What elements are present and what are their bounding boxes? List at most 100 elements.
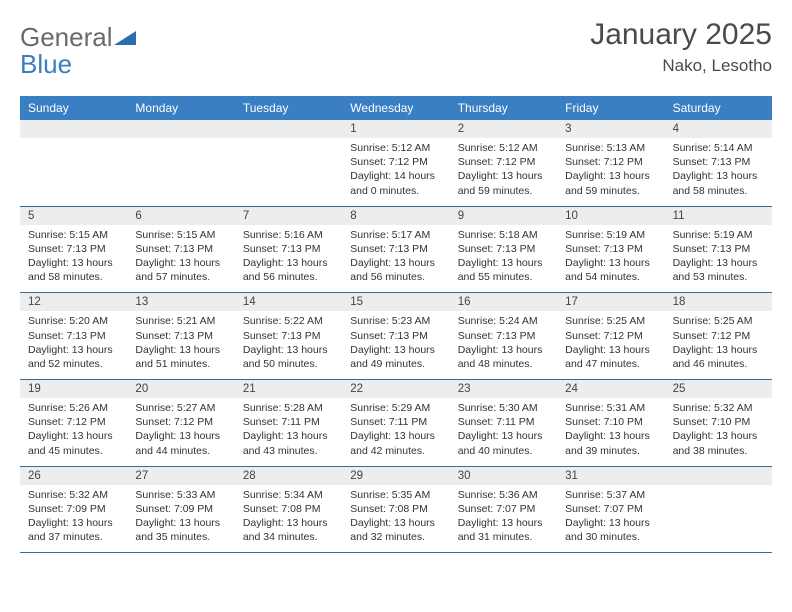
daylight-line: Daylight: 13 hours and 52 minutes. [28, 343, 119, 371]
title-block: January 2025 Nako, Lesotho [590, 18, 772, 76]
day-body: Sunrise: 5:32 AMSunset: 7:10 PMDaylight:… [665, 398, 772, 466]
day-cell: 4Sunrise: 5:14 AMSunset: 7:13 PMDaylight… [665, 120, 772, 206]
logo-word-blue: Blue [20, 49, 72, 79]
sunset-line: Sunset: 7:13 PM [673, 242, 764, 256]
sunset-line: Sunset: 7:07 PM [458, 502, 549, 516]
day-body [20, 138, 127, 196]
sunset-line: Sunset: 7:13 PM [135, 329, 226, 343]
daylight-line: Daylight: 13 hours and 58 minutes. [28, 256, 119, 284]
daylight-line: Daylight: 13 hours and 38 minutes. [673, 429, 764, 457]
weekday-wednesday: Wednesday [342, 96, 449, 120]
sunrise-line: Sunrise: 5:26 AM [28, 401, 119, 415]
day-body: Sunrise: 5:16 AMSunset: 7:13 PMDaylight:… [235, 225, 342, 293]
day-body: Sunrise: 5:21 AMSunset: 7:13 PMDaylight:… [127, 311, 234, 379]
daylight-line: Daylight: 13 hours and 53 minutes. [673, 256, 764, 284]
week-row: 1Sunrise: 5:12 AMSunset: 7:12 PMDaylight… [20, 120, 772, 207]
calendar: SundayMondayTuesdayWednesdayThursdayFrid… [20, 96, 772, 553]
sunrise-line: Sunrise: 5:19 AM [673, 228, 764, 242]
sunrise-line: Sunrise: 5:36 AM [458, 488, 549, 502]
daylight-line: Daylight: 13 hours and 44 minutes. [135, 429, 226, 457]
sunset-line: Sunset: 7:09 PM [135, 502, 226, 516]
sunset-line: Sunset: 7:13 PM [350, 242, 441, 256]
daylight-line: Daylight: 13 hours and 32 minutes. [350, 516, 441, 544]
day-number: 2 [450, 120, 557, 138]
sunset-line: Sunset: 7:12 PM [458, 155, 549, 169]
day-body: Sunrise: 5:19 AMSunset: 7:13 PMDaylight:… [557, 225, 664, 293]
day-cell: 1Sunrise: 5:12 AMSunset: 7:12 PMDaylight… [342, 120, 449, 206]
sunrise-line: Sunrise: 5:31 AM [565, 401, 656, 415]
sunset-line: Sunset: 7:13 PM [565, 242, 656, 256]
week-row: 26Sunrise: 5:32 AMSunset: 7:09 PMDayligh… [20, 467, 772, 554]
day-body: Sunrise: 5:30 AMSunset: 7:11 PMDaylight:… [450, 398, 557, 466]
sunset-line: Sunset: 7:11 PM [350, 415, 441, 429]
day-number: 8 [342, 207, 449, 225]
sunset-line: Sunset: 7:12 PM [135, 415, 226, 429]
daylight-line: Daylight: 13 hours and 31 minutes. [458, 516, 549, 544]
daylight-line: Daylight: 13 hours and 47 minutes. [565, 343, 656, 371]
location: Nako, Lesotho [590, 56, 772, 76]
logo-triangle-icon [113, 28, 137, 51]
daylight-line: Daylight: 13 hours and 55 minutes. [458, 256, 549, 284]
sunrise-line: Sunrise: 5:32 AM [673, 401, 764, 415]
sunrise-line: Sunrise: 5:18 AM [458, 228, 549, 242]
daylight-line: Daylight: 13 hours and 50 minutes. [243, 343, 334, 371]
sunrise-line: Sunrise: 5:24 AM [458, 314, 549, 328]
weekday-row: SundayMondayTuesdayWednesdayThursdayFrid… [20, 96, 772, 120]
day-body: Sunrise: 5:31 AMSunset: 7:10 PMDaylight:… [557, 398, 664, 466]
header: General Blue January 2025 Nako, Lesotho [20, 18, 772, 78]
sunset-line: Sunset: 7:13 PM [458, 329, 549, 343]
day-body: Sunrise: 5:32 AMSunset: 7:09 PMDaylight:… [20, 485, 127, 553]
sunset-line: Sunset: 7:13 PM [28, 329, 119, 343]
day-cell: 31Sunrise: 5:37 AMSunset: 7:07 PMDayligh… [557, 467, 664, 553]
sunrise-line: Sunrise: 5:30 AM [458, 401, 549, 415]
day-number: 4 [665, 120, 772, 138]
day-body: Sunrise: 5:27 AMSunset: 7:12 PMDaylight:… [127, 398, 234, 466]
daylight-line: Daylight: 13 hours and 49 minutes. [350, 343, 441, 371]
day-number: 26 [20, 467, 127, 485]
day-cell [20, 120, 127, 206]
week-row: 19Sunrise: 5:26 AMSunset: 7:12 PMDayligh… [20, 380, 772, 467]
day-cell: 12Sunrise: 5:20 AMSunset: 7:13 PMDayligh… [20, 293, 127, 379]
day-number: 16 [450, 293, 557, 311]
day-cell: 25Sunrise: 5:32 AMSunset: 7:10 PMDayligh… [665, 380, 772, 466]
weekday-monday: Monday [127, 96, 234, 120]
daylight-line: Daylight: 13 hours and 39 minutes. [565, 429, 656, 457]
day-body: Sunrise: 5:23 AMSunset: 7:13 PMDaylight:… [342, 311, 449, 379]
weekday-saturday: Saturday [665, 96, 772, 120]
day-number: 23 [450, 380, 557, 398]
day-number: 1 [342, 120, 449, 138]
day-body: Sunrise: 5:35 AMSunset: 7:08 PMDaylight:… [342, 485, 449, 553]
day-number: 31 [557, 467, 664, 485]
day-body: Sunrise: 5:25 AMSunset: 7:12 PMDaylight:… [665, 311, 772, 379]
day-number: 20 [127, 380, 234, 398]
day-cell: 26Sunrise: 5:32 AMSunset: 7:09 PMDayligh… [20, 467, 127, 553]
daylight-line: Daylight: 13 hours and 30 minutes. [565, 516, 656, 544]
day-number: 25 [665, 380, 772, 398]
sunrise-line: Sunrise: 5:29 AM [350, 401, 441, 415]
sunset-line: Sunset: 7:13 PM [350, 329, 441, 343]
logo-word-general: General [20, 22, 113, 52]
day-number: 27 [127, 467, 234, 485]
sunrise-line: Sunrise: 5:20 AM [28, 314, 119, 328]
day-body: Sunrise: 5:22 AMSunset: 7:13 PMDaylight:… [235, 311, 342, 379]
sunrise-line: Sunrise: 5:15 AM [135, 228, 226, 242]
sunset-line: Sunset: 7:12 PM [565, 155, 656, 169]
daylight-line: Daylight: 13 hours and 37 minutes. [28, 516, 119, 544]
sunset-line: Sunset: 7:13 PM [28, 242, 119, 256]
day-cell: 2Sunrise: 5:12 AMSunset: 7:12 PMDaylight… [450, 120, 557, 206]
sunset-line: Sunset: 7:11 PM [458, 415, 549, 429]
day-body: Sunrise: 5:17 AMSunset: 7:13 PMDaylight:… [342, 225, 449, 293]
day-cell [665, 467, 772, 553]
daylight-line: Daylight: 13 hours and 42 minutes. [350, 429, 441, 457]
day-body: Sunrise: 5:15 AMSunset: 7:13 PMDaylight:… [20, 225, 127, 293]
day-body [235, 138, 342, 196]
day-cell: 22Sunrise: 5:29 AMSunset: 7:11 PMDayligh… [342, 380, 449, 466]
sunrise-line: Sunrise: 5:25 AM [565, 314, 656, 328]
sunset-line: Sunset: 7:10 PM [565, 415, 656, 429]
day-cell: 10Sunrise: 5:19 AMSunset: 7:13 PMDayligh… [557, 207, 664, 293]
day-body: Sunrise: 5:12 AMSunset: 7:12 PMDaylight:… [450, 138, 557, 206]
day-number: 18 [665, 293, 772, 311]
daylight-line: Daylight: 13 hours and 58 minutes. [673, 169, 764, 197]
sunset-line: Sunset: 7:13 PM [673, 155, 764, 169]
sunrise-line: Sunrise: 5:17 AM [350, 228, 441, 242]
